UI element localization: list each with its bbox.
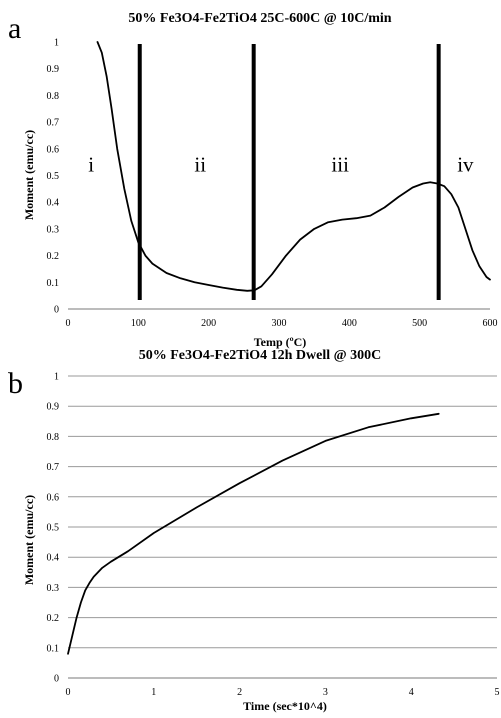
x-tick-label-4: 4 xyxy=(409,687,414,698)
y-tick-label-8: 0.8 xyxy=(47,91,60,102)
y-tick-label-0: 0 xyxy=(54,674,59,685)
y-tick-label-0: 0 xyxy=(54,305,59,316)
y-tick-label-3: 0.3 xyxy=(47,224,60,235)
region-label-0: i xyxy=(88,153,94,177)
x-axis-label-b: Time (sec*10^4) xyxy=(243,699,327,713)
y-tick-label-5: 0.5 xyxy=(47,523,60,534)
x-tick-label-6: 600 xyxy=(483,318,498,329)
x-tick-label-5: 5 xyxy=(495,687,500,698)
x-tick-label-2: 2 xyxy=(237,687,242,698)
y-tick-label-7: 0.7 xyxy=(47,462,60,473)
x-tick-label-5: 500 xyxy=(412,318,427,329)
y-tick-label-5: 0.5 xyxy=(47,171,60,182)
y-tick-label-8: 0.8 xyxy=(47,432,60,443)
y-tick-label-6: 0.6 xyxy=(47,144,60,155)
marks-a: i ii iii iv xyxy=(88,41,491,300)
y-axis-label-b: Moment (emu/cc) xyxy=(22,495,36,585)
panel-label-b: b xyxy=(8,367,23,400)
chart-title-b: 50% Fe3O4-Fe2TiO4 12h Dwell @ 300C xyxy=(139,348,382,363)
x-tick-label-1: 100 xyxy=(131,318,146,329)
chart-title-a: 50% Fe3O4-Fe2TiO4 25C-600C @ 10C/min xyxy=(128,11,391,26)
ticks-b: 0 0.1 0.2 0.3 0.4 0.5 0.6 0.7 0.8 0.9 1 0 1 2 3 4 5 xyxy=(47,372,500,699)
y-tick-label-9: 0.9 xyxy=(47,402,60,413)
region-label-1: ii xyxy=(194,153,206,177)
y-tick-label-1: 0.1 xyxy=(47,643,60,654)
x-tick-label-0: 0 xyxy=(66,687,71,698)
marks-b xyxy=(67,412,440,655)
panel-a: a 50% Fe3O4-Fe2TiO4 25C-600C @ 10C/min 0… xyxy=(8,11,498,349)
region-label-3: iv xyxy=(457,153,474,177)
x-tick-label-3: 300 xyxy=(272,318,287,329)
y-tick-label-9: 0.9 xyxy=(47,64,60,75)
y-tick-label-4: 0.4 xyxy=(47,553,60,564)
y-tick-label-7: 0.7 xyxy=(47,118,60,129)
y-tick-label-6: 0.6 xyxy=(47,492,60,503)
y-tick-label-10: 1 xyxy=(54,38,59,49)
y-tick-label-2: 0.2 xyxy=(47,613,60,624)
series-line-0 xyxy=(67,412,440,655)
y-tick-label-4: 0.4 xyxy=(47,198,60,209)
x-tick-label-1: 1 xyxy=(151,687,156,698)
ticks-a: 0 0.1 0.2 0.3 0.4 0.5 0.6 0.7 0.8 0.9 1 0 100 200 300 4… xyxy=(47,38,498,330)
y-tick-label-3: 0.3 xyxy=(47,583,60,594)
panel-b: b 50% Fe3O4-Fe2TiO4 12h Dwell @ 300C 0 0.… xyxy=(8,348,500,713)
panel-label-a: a xyxy=(8,12,21,45)
y-axis-label-a: Moment (emu/cc) xyxy=(22,130,36,220)
y-tick-label-10: 1 xyxy=(54,372,59,383)
x-axis-label-a: Temp (ºC) xyxy=(254,335,307,349)
region-label-2: iii xyxy=(331,153,349,177)
x-tick-label-4: 400 xyxy=(342,318,357,329)
series-line-0 xyxy=(96,41,491,292)
y-tick-label-1: 0.1 xyxy=(47,278,60,289)
y-tick-label-2: 0.2 xyxy=(47,251,60,262)
x-tick-label-0: 0 xyxy=(66,318,71,329)
x-tick-label-3: 3 xyxy=(323,687,328,698)
x-tick-label-2: 200 xyxy=(201,318,216,329)
